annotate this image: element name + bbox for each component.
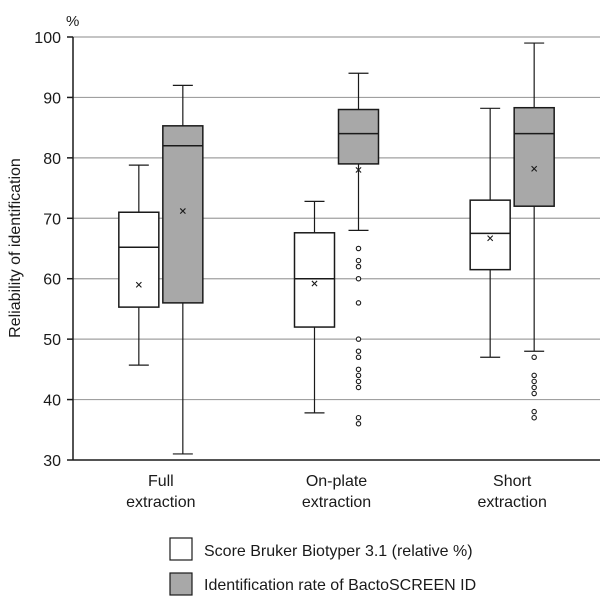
- outlier-s1-c2-4: [531, 390, 537, 397]
- y-tick-label-90: 90: [43, 90, 61, 107]
- mean-marker-s1-c1: [355, 166, 362, 173]
- outlier-s1-c1-8: [355, 366, 362, 373]
- legend: Score Bruker Biotyper 3.1 (relative %) I…: [169, 537, 476, 596]
- boxes: [118, 42, 555, 455]
- x-tick-label-1-1: extraction: [302, 494, 371, 511]
- box-s1-c2: [513, 106, 555, 207]
- outlier-s1-c2-5: [531, 408, 537, 415]
- mean-marker-s0-c0: [135, 281, 142, 288]
- gridlines: [73, 36, 600, 401]
- outlier-s1-c1-12: [355, 414, 362, 421]
- outlier-s1-c1-7: [355, 354, 362, 361]
- outlier-s1-c2-6: [531, 414, 537, 421]
- y-tick-label-60: 60: [43, 272, 61, 289]
- y-unit-label: %: [66, 13, 79, 30]
- legend-swatch-grey: [169, 572, 193, 596]
- outlier-s1-c1-4: [355, 300, 362, 306]
- box-s0-c1: [293, 232, 336, 328]
- outlier-s1-c1-13: [355, 420, 362, 427]
- y-tick-label-70: 70: [43, 211, 61, 228]
- axes: % Reliability of identification: [7, 13, 600, 461]
- x-tick-label-2-1: extraction: [477, 494, 546, 511]
- outlier-s1-c1-0: [355, 245, 362, 252]
- x-tick-label-0-1: extraction: [126, 494, 195, 511]
- box-s0-c2: [469, 199, 511, 271]
- legend-swatch-white: [169, 537, 193, 561]
- y-tick-label-100: 100: [34, 30, 61, 47]
- y-tick-label-80: 80: [43, 151, 61, 168]
- outlier-s1-c1-1: [355, 257, 362, 264]
- box-s0-c0: [118, 211, 160, 308]
- mean-marker-s1-c0: [179, 208, 186, 215]
- outlier-s1-c1-6: [355, 348, 362, 354]
- y-tick-labels: 30 40 50 60 70 80 90 100: [34, 30, 73, 470]
- outlier-s1-c1-10: [355, 378, 362, 385]
- outlier-s1-c1-9: [355, 372, 362, 379]
- box-s1-c1: [337, 108, 380, 165]
- mean-marker-s0-c1: [311, 280, 318, 287]
- outlier-s1-c1-5: [355, 336, 362, 342]
- x-tick-label-0-0: Full: [148, 473, 174, 490]
- x-tick-labels: Full extraction On-plate extraction Short ext…: [126, 473, 547, 511]
- outlier-s1-c1-3: [355, 275, 362, 282]
- outlier-s1-c1-11: [355, 384, 362, 391]
- mean-marker-s0-c2: [487, 235, 494, 242]
- x-tick-label-2-0: Short: [493, 473, 532, 490]
- mean-marker-s1-c2: [531, 165, 538, 172]
- outlier-s1-c2-3: [531, 384, 537, 391]
- outlier-s1-c2-0: [531, 354, 537, 361]
- y-tick-label-30: 30: [43, 453, 61, 470]
- y-tick-label-40: 40: [43, 393, 61, 410]
- outlier-s1-c2-1: [531, 372, 537, 379]
- legend-label-2: Identification rate of BactoSCREEN ID: [204, 577, 476, 594]
- legend-label-1: Score Bruker Biotyper 3.1 (relative %): [204, 543, 473, 560]
- y-axis-title: Reliability of identification: [7, 158, 24, 338]
- y-tick-label-50: 50: [43, 332, 61, 349]
- outlier-s1-c2-2: [531, 378, 537, 385]
- box-s1-c0: [162, 125, 204, 304]
- outlier-s1-c1-2: [355, 263, 362, 270]
- x-tick-label-1-0: On-plate: [306, 473, 367, 490]
